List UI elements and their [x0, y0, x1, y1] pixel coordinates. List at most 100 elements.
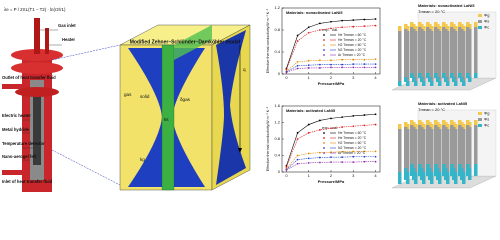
bar-segment — [458, 125, 462, 164]
data-point — [318, 22, 321, 25]
x-tick-label: 3 — [352, 75, 355, 80]
data-point — [285, 68, 288, 71]
bar-segment — [442, 125, 446, 164]
bar-segment — [418, 120, 422, 125]
bar-segment — [412, 77, 416, 82]
bar-segment — [450, 27, 454, 73]
bar-segment — [450, 125, 454, 164]
data-point — [374, 63, 377, 65]
legend-label: N2 Tmean = 20 °C — [338, 146, 367, 150]
bar-segment — [452, 127, 456, 168]
data-point — [307, 131, 310, 134]
data-point — [330, 127, 332, 130]
legend-swatch — [478, 20, 482, 23]
bar-segment — [442, 164, 446, 176]
bar-segment — [422, 129, 426, 172]
bar-segment — [458, 22, 462, 27]
legend-label: He Tmean = 60 °C — [338, 33, 367, 37]
data-point — [363, 66, 366, 69]
data-point — [363, 160, 366, 163]
bar-segment — [412, 127, 416, 168]
data-point — [341, 26, 344, 29]
bar-segment — [466, 125, 470, 164]
bar-segment — [444, 127, 448, 168]
bar-segment — [418, 125, 422, 164]
bar-segment — [428, 77, 432, 82]
bar-segment — [404, 24, 408, 29]
data-point — [374, 160, 377, 163]
device-label: Inlet of heat transfer fluid — [2, 179, 53, 184]
page: λe = P / 2πL(T1 − T2) · ln(r2/r1) Gas in… — [2, 3, 497, 192]
legend-label: Φc — [484, 123, 489, 128]
legend-marker — [323, 39, 325, 41]
legend-label: Φs — [484, 117, 489, 122]
data-point — [307, 64, 310, 67]
bar-segment — [442, 120, 446, 125]
y-tick-label: 0.8 — [274, 27, 280, 32]
bar-segment — [474, 125, 478, 164]
bar-segment — [436, 77, 440, 82]
bar-segment — [452, 168, 456, 180]
bar-segment — [460, 122, 464, 127]
bar-segment — [418, 22, 422, 27]
bar-segment — [422, 26, 426, 31]
data-point — [341, 161, 344, 164]
data-point — [352, 150, 355, 153]
panel-title: Materials: nonactivated LaNi5 — [418, 3, 475, 8]
bar-segment — [412, 168, 416, 180]
bar-segment — [462, 31, 466, 81]
data-point — [352, 58, 355, 61]
data-point — [307, 152, 310, 155]
bar-segment — [414, 31, 418, 81]
data-point — [307, 26, 310, 29]
bar-segment — [410, 22, 414, 27]
bar-segment — [450, 73, 454, 78]
bar-segment — [434, 73, 438, 78]
bar-segment — [430, 81, 434, 86]
bar-segment — [438, 172, 442, 184]
data-point — [318, 67, 321, 69]
bar-segment — [436, 24, 440, 29]
bar-segment — [422, 172, 426, 184]
bar-segment — [454, 31, 458, 81]
bar-segment — [436, 127, 440, 168]
bar-segment — [442, 22, 446, 27]
bar-segment — [436, 29, 440, 77]
bar-segment — [468, 122, 472, 127]
flange — [11, 62, 63, 74]
bar-segment — [468, 29, 472, 77]
legend-swatch — [478, 14, 482, 17]
bar-segment — [414, 129, 418, 172]
bar-segment — [462, 81, 466, 86]
flange — [15, 87, 59, 97]
bar-segment — [410, 73, 414, 78]
bar-segment — [444, 77, 448, 82]
bar-segment — [454, 129, 458, 172]
bar-segment — [438, 26, 442, 31]
y-tick-label: 0.8 — [274, 136, 280, 141]
bar-segment — [442, 73, 446, 78]
model-label: δgas — [180, 97, 191, 102]
data-point — [341, 116, 344, 119]
bar-segment — [444, 168, 448, 180]
data-point — [363, 155, 366, 158]
legend-marker — [323, 34, 325, 36]
chart-title: Materials: activated LaNi5 — [286, 108, 336, 113]
data-point — [330, 27, 332, 30]
panel-title: Materials: activated LaNi5 — [418, 101, 468, 106]
data-point — [318, 161, 321, 164]
bar-segment — [434, 120, 438, 125]
bar-segment — [398, 26, 402, 31]
y-tick-label: 0.4 — [274, 49, 280, 54]
legend-header: exp. — [322, 125, 330, 130]
y-tick-label: 0 — [278, 71, 281, 76]
data-point — [296, 67, 299, 70]
legend-marker — [323, 142, 325, 144]
data-point — [296, 40, 299, 42]
bar-segment — [454, 26, 458, 31]
bar-segment — [410, 120, 414, 125]
bar-segment — [474, 164, 478, 176]
data-point — [296, 131, 299, 134]
bar-segment — [450, 22, 454, 27]
data-point — [330, 63, 332, 66]
